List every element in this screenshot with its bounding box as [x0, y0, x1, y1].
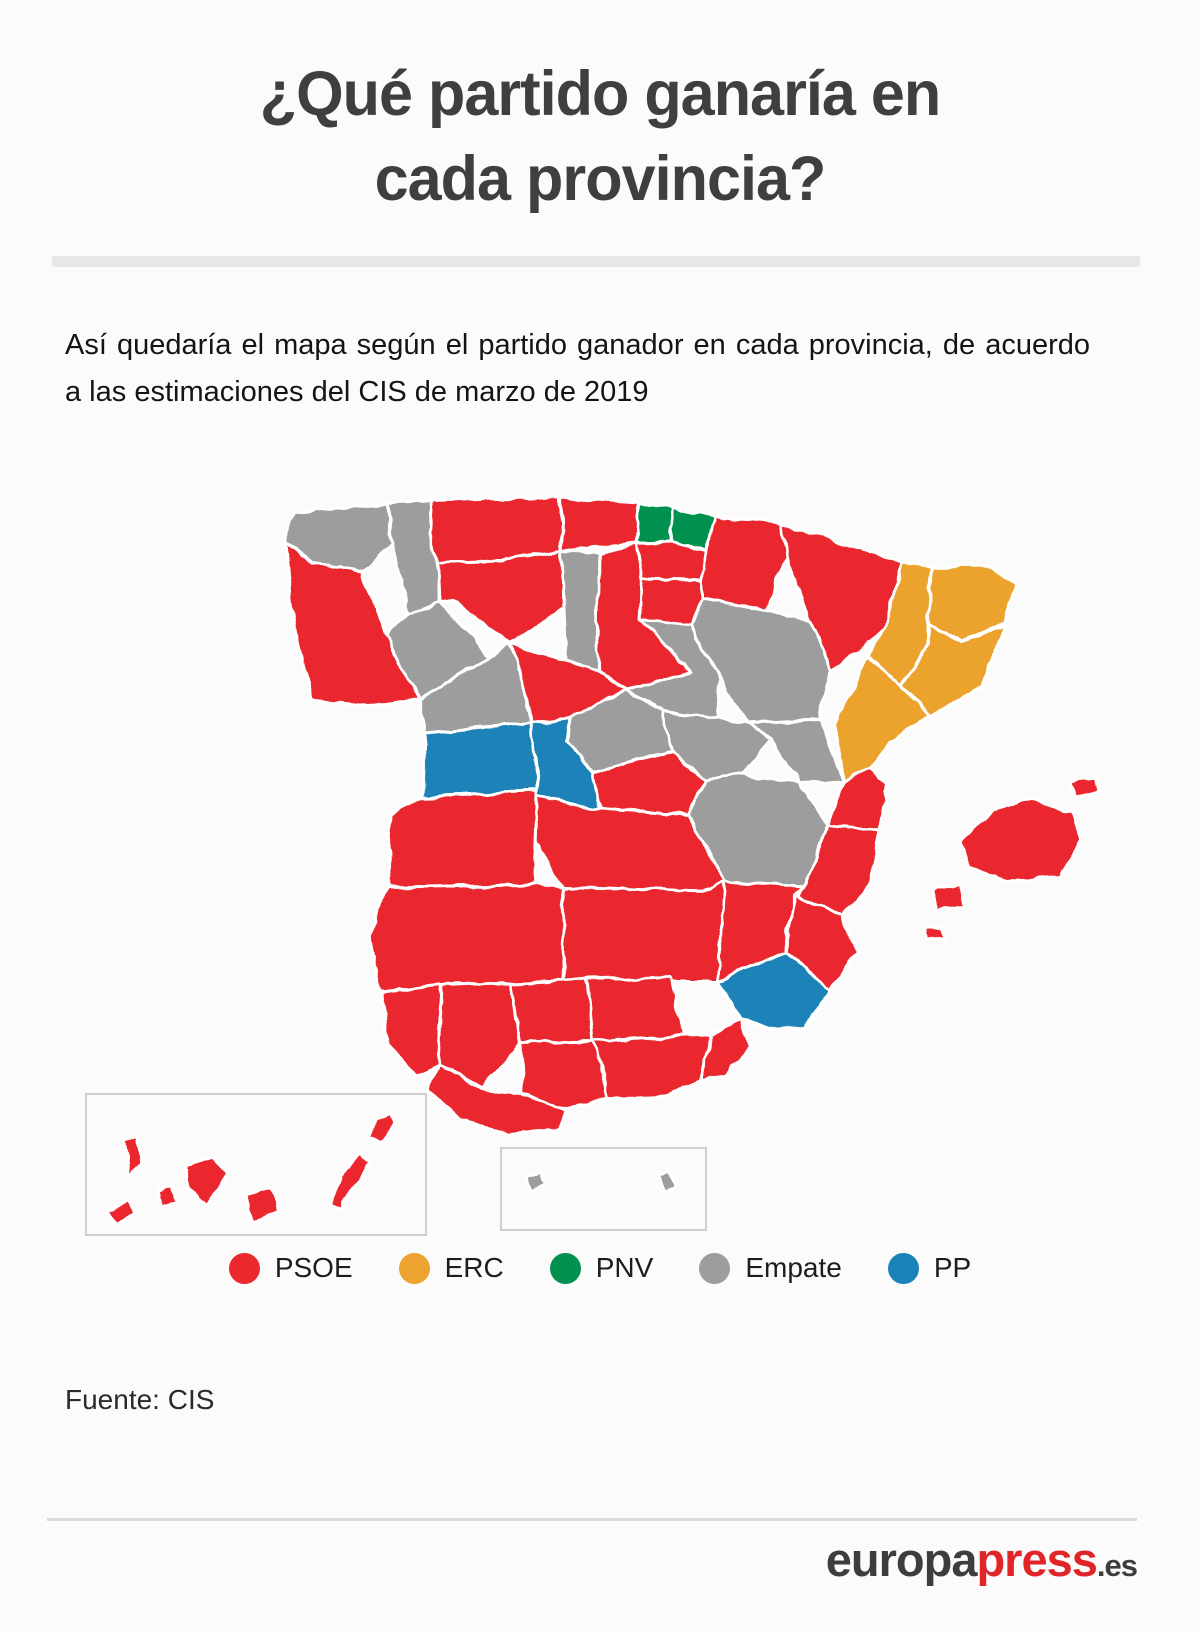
island-fuerteventura	[329, 1151, 373, 1212]
island-la-palma	[123, 1134, 144, 1179]
province-bizkaia	[634, 501, 676, 545]
page-title-line2: cada provincia?	[374, 144, 827, 214]
legend-item-pnv: PNV	[549, 1252, 654, 1284]
province-sevilla	[436, 981, 522, 1091]
spain-map-svg	[283, 495, 1100, 1135]
island-tenerife	[181, 1157, 230, 1208]
territory-ceuta	[524, 1170, 549, 1195]
province-leon	[436, 549, 566, 647]
province-huelva	[380, 984, 444, 1077]
province-badajoz	[366, 883, 566, 995]
province-granada	[592, 1031, 714, 1101]
map-legend: PSOE ERC PNV Empate PP	[0, 1252, 1200, 1284]
psoe-color-dot-icon	[228, 1252, 260, 1284]
province-almeria	[698, 1018, 752, 1083]
page-title: ¿Qué partido ganaría en cada provincia?	[18, 52, 1182, 222]
province-barcelona	[898, 621, 1008, 718]
pnv-color-dot-icon	[549, 1252, 581, 1284]
island-lanzarote	[364, 1109, 397, 1146]
page-title-line1: ¿Qué partido ganaría en	[259, 59, 942, 129]
province-alava	[634, 539, 710, 583]
province-malaga	[518, 1039, 610, 1113]
legend-item-erc: ERC	[398, 1252, 504, 1284]
logo-part-press: press	[976, 1533, 1097, 1586]
province-cordoba	[510, 977, 596, 1045]
ceuta-melilla-inset	[500, 1147, 707, 1231]
province-huesca	[780, 521, 904, 673]
logo-part-europa: europa	[825, 1533, 978, 1586]
legend-label-psoe: PSOE	[274, 1252, 353, 1283]
title-divider	[52, 256, 1140, 267]
europapress-logo: europapress.es	[825, 1532, 1138, 1587]
province-jaen	[586, 974, 686, 1043]
province-murcia	[716, 949, 832, 1033]
province-ciudad-real	[560, 879, 726, 983]
province-guadalajara	[660, 709, 774, 781]
canary-islands-inset	[85, 1093, 427, 1236]
province-navarra	[701, 515, 788, 613]
territory-melilla	[657, 1170, 676, 1195]
island-gran-canaria	[243, 1188, 280, 1223]
ceuta-melilla-svg	[524, 1170, 676, 1195]
legend-label-pnv: PNV	[595, 1252, 654, 1283]
province-caceres	[386, 789, 540, 889]
logo-part-es: .es	[1096, 1548, 1138, 1583]
footer-divider	[47, 1518, 1137, 1521]
island-el-hierro	[107, 1200, 136, 1225]
legend-label-erc: ERC	[444, 1252, 504, 1283]
island-la-gomera	[156, 1183, 179, 1208]
province-cadiz	[426, 1063, 570, 1135]
island-formentera	[922, 926, 948, 941]
province-salamanca	[420, 721, 540, 799]
empate-color-dot-icon	[699, 1252, 731, 1284]
canary-islands-svg	[107, 1109, 397, 1225]
pp-color-dot-icon	[887, 1252, 919, 1284]
province-cantabria	[558, 495, 640, 553]
spain-province-map	[270, 483, 1100, 1138]
province-pontevedra	[283, 539, 422, 709]
subtitle-text: Así quedaría el mapa según el partido ga…	[65, 329, 1090, 408]
legend-item-empate: Empate	[699, 1252, 842, 1284]
province-tarragona	[832, 654, 932, 783]
legend-item-pp: PP	[887, 1252, 972, 1284]
legend-item-psoe: PSOE	[228, 1252, 353, 1284]
island-menorca	[1068, 777, 1100, 799]
source-label: Fuente: CIS	[65, 1384, 215, 1415]
island-mallorca	[960, 797, 1084, 883]
legend-label-pp: PP	[933, 1252, 972, 1283]
province-palencia	[560, 549, 602, 673]
erc-color-dot-icon	[398, 1252, 430, 1284]
island-ibiza	[930, 883, 966, 914]
legend-label-empate: Empate	[745, 1252, 842, 1283]
